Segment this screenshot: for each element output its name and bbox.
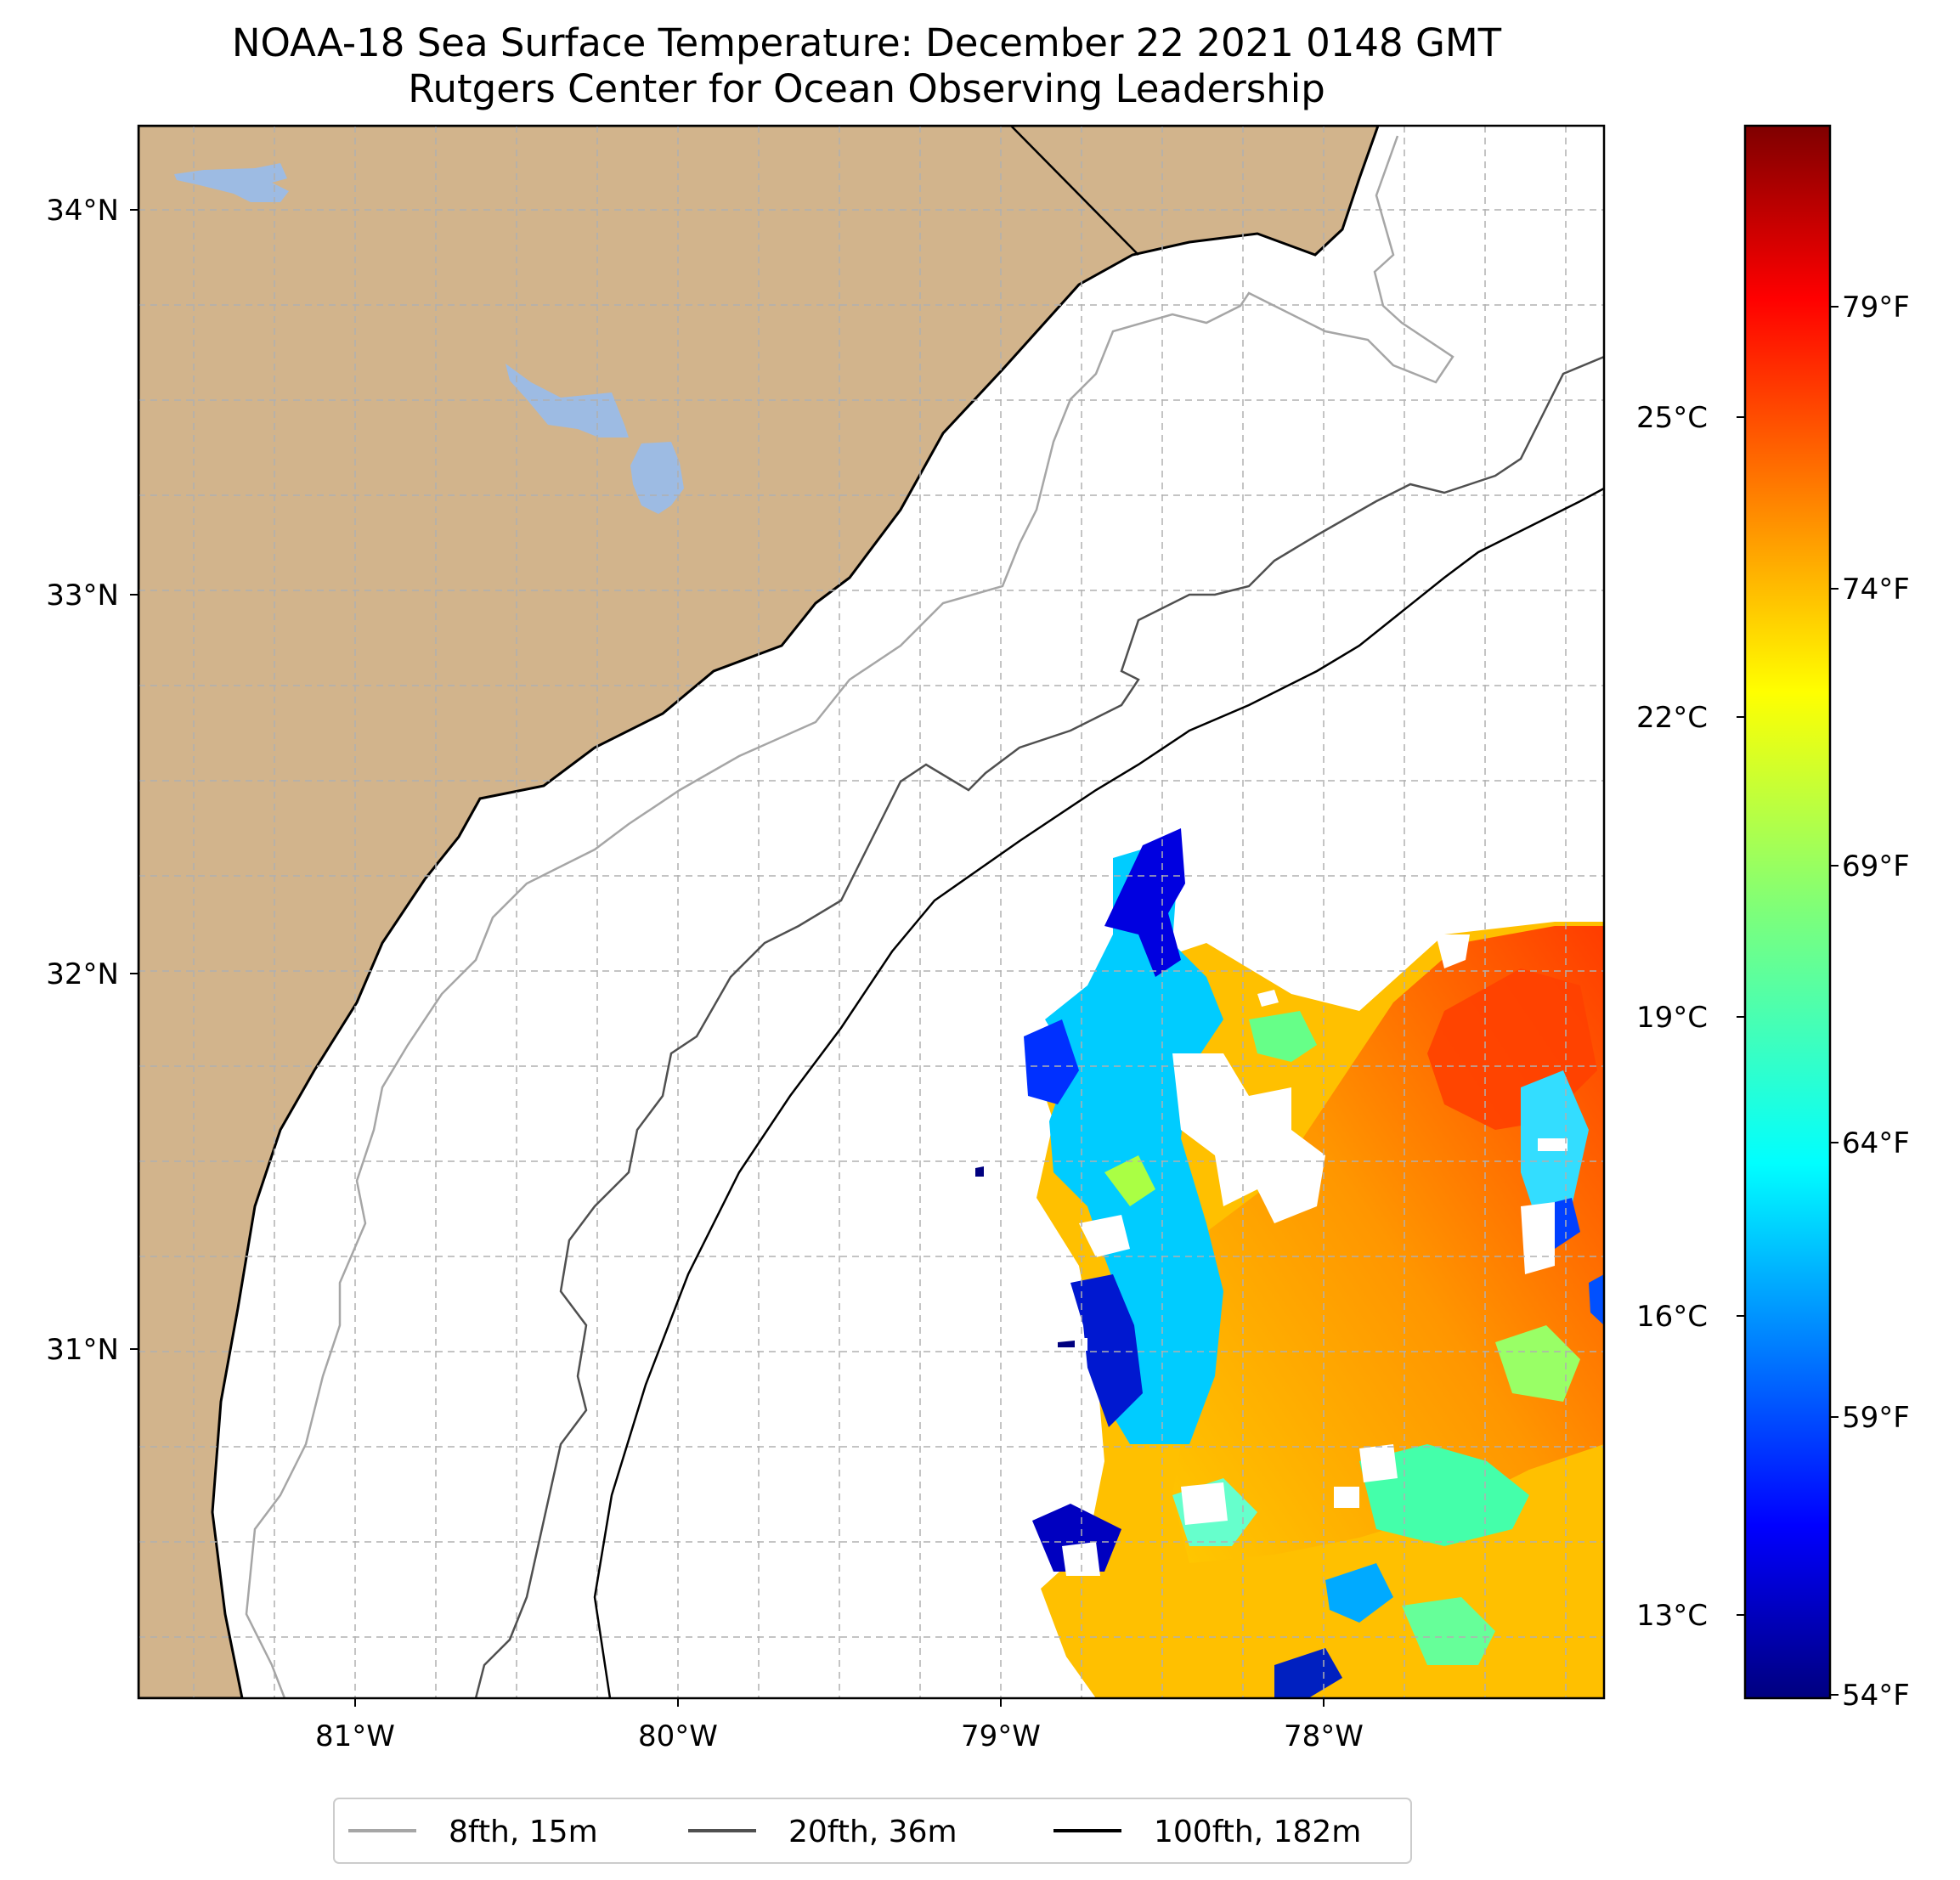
colorbar (1743, 124, 1832, 1700)
contour-182m (593, 487, 1604, 1698)
legend-label: 100fth, 182m (1154, 1815, 1361, 1849)
lon-tick-label: 79°W (961, 1719, 1041, 1753)
land-mass (138, 126, 1380, 1698)
chart-subtitle: Rutgers Center for Ocean Observing Leade… (408, 66, 1325, 111)
colorbar-celsius-label: 25°C (1636, 401, 1708, 435)
contour-15m (245, 135, 1454, 1698)
gridlines (138, 126, 1604, 1698)
state-border-line (1010, 126, 1139, 256)
legend-box (333, 1798, 1412, 1864)
lat-tick-label: 31°N (46, 1333, 119, 1367)
colorbar-fahrenheit-label: 79°F (1842, 291, 1910, 325)
lon-tick-label: 81°W (315, 1719, 395, 1753)
lake-north (174, 163, 289, 202)
colorbar-ticks (1737, 306, 1839, 1696)
contour-36m (474, 355, 1604, 1698)
colorbar-fahrenheit-label: 54°F (1842, 1679, 1910, 1713)
sst-field (975, 828, 1604, 1698)
legend-label: 20fth, 36m (788, 1815, 957, 1849)
colorbar-celsius-label: 19°C (1636, 1001, 1708, 1035)
lat-tick-label: 33°N (46, 579, 119, 613)
lat-tick-label: 34°N (46, 194, 119, 228)
chart-title: NOAA-18 Sea Surface Temperature: Decembe… (232, 20, 1502, 65)
map-area (138, 126, 1604, 1698)
colorbar-celsius-label: 16°C (1636, 1300, 1708, 1334)
legend-label: 8fth, 15m (449, 1815, 598, 1849)
legend: 8fth, 15m 20fth, 36m 100fth, 182m (333, 1798, 1412, 1864)
lon-tick-label: 78°W (1284, 1719, 1364, 1753)
colorbar-celsius-label: 13°C (1636, 1599, 1708, 1633)
colorbar-fahrenheit-label: 74°F (1842, 573, 1910, 607)
map-frame (137, 124, 1606, 1700)
colorbar-fahrenheit-label: 59°F (1842, 1401, 1910, 1435)
lat-tick-label: 32°N (46, 957, 119, 991)
lon-tick-label: 80°W (638, 1719, 718, 1753)
colorbar-celsius-label: 22°C (1636, 701, 1708, 735)
axis-ticks (130, 209, 1325, 1707)
colorbar-fahrenheit-label: 64°F (1842, 1126, 1910, 1160)
colorbar-fahrenheit-label: 69°F (1842, 850, 1910, 884)
